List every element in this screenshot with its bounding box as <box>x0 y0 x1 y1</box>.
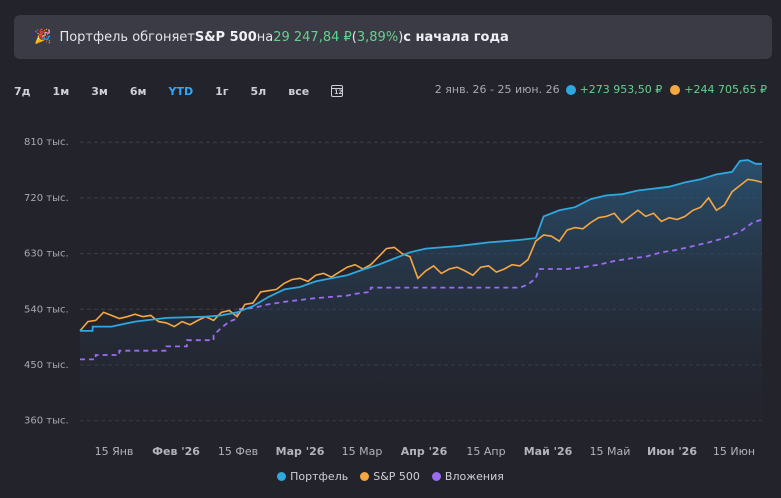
x-tick-label: Апр '26 <box>401 445 448 458</box>
x-tick-label: 15 Апр <box>466 445 505 458</box>
x-tick-label: Май '26 <box>524 445 573 458</box>
portfolio-dot-icon <box>565 84 576 95</box>
banner-amount: 29 247,84 ₽ <box>273 29 352 45</box>
y-tick-label: 720 тыс. <box>24 193 69 204</box>
series-line-portfolio <box>80 159 762 332</box>
legend-investments-label: Вложения <box>444 470 504 483</box>
banner-suffix: с начала года <box>403 29 509 45</box>
y-tick-label: 810 тыс. <box>24 137 69 148</box>
legend-sp500-dot-icon <box>360 472 370 481</box>
legend-investments[interactable]: Вложения <box>431 470 504 483</box>
period-ytd-button[interactable]: YTD <box>168 84 194 98</box>
legend-investments-dot-icon <box>431 472 441 481</box>
y-tick-label: 630 тыс. <box>24 249 69 260</box>
x-tick-label: 15 Май <box>590 445 631 458</box>
period-3m-button[interactable]: 3м <box>91 84 108 98</box>
date-range: 2 янв. 26 - 25 июн. 26 <box>434 83 560 96</box>
x-tick-label: 15 Янв <box>95 445 134 458</box>
y-tick-label: 360 тыс. <box>24 416 69 427</box>
banner-paren-close: ) <box>398 29 404 45</box>
x-tick-label: Июн '26 <box>647 445 697 458</box>
series-line-sp500 <box>79 178 763 332</box>
legend-portfolio-dot-icon <box>277 472 287 481</box>
sp500-dot-icon <box>670 84 681 95</box>
x-tick-label: Фев '26 <box>152 445 200 458</box>
period-all-button[interactable]: все <box>288 84 310 98</box>
x-tick-label: 15 Фев <box>218 445 258 458</box>
period-1m-button[interactable]: 1м <box>52 84 70 98</box>
portfolio-change: +273 953,50 ₽ <box>579 83 663 96</box>
y-tick-label: 540 тыс. <box>24 304 69 315</box>
period-selector: 7д 1м 3м 6м YTD 1г 5л все 12 <box>14 80 344 102</box>
portfolio-area <box>80 160 762 433</box>
x-tick-label: 15 Мар <box>342 445 383 458</box>
chart-legend: Портфель S&P 500 Вложения <box>0 470 781 483</box>
x-tick-label: Мар '26 <box>276 445 325 458</box>
banner-paren-open: ( <box>351 29 357 45</box>
period-1y-button[interactable]: 1г <box>215 84 229 98</box>
legend-sp500[interactable]: S&P 500 <box>360 470 420 483</box>
banner-prefix: Портфель обгоняет <box>59 29 195 45</box>
outperformance-banner: 🎉 Портфель обгоняет S&P 500 на 29 247,84… <box>14 15 772 59</box>
banner-middle: на <box>256 29 274 45</box>
period-6m-button[interactable]: 6м <box>129 84 147 98</box>
x-tick-label: 15 Июн <box>713 445 755 458</box>
sp500-change: +244 705,65 ₽ <box>684 83 767 96</box>
period-7d-button[interactable]: 7д <box>14 84 31 98</box>
period-5y-button[interactable]: 5л <box>250 84 267 98</box>
banner-percent: 3,89% <box>356 29 399 45</box>
party-popper-icon: 🎉 <box>34 29 52 45</box>
series-line-investments <box>80 218 763 361</box>
banner-benchmark: S&P 500 <box>194 29 257 45</box>
legend-portfolio[interactable]: Портфель <box>277 470 348 483</box>
calendar-icon-label: 12 <box>334 89 343 96</box>
period-summary: 2 янв. 26 - 25 июн. 26 +273 953,50 ₽ +24… <box>435 83 767 96</box>
legend-sp500-label: S&P 500 <box>373 470 420 483</box>
performance-chart[interactable]: 810 тыс. 720 тыс. 630 тыс. 540 тыс. 450 тыс.… <box>0 118 781 463</box>
legend-portfolio-label: Портфель <box>290 470 349 483</box>
y-tick-label: 450 тыс. <box>24 360 69 371</box>
calendar-icon[interactable]: 12 <box>331 85 344 97</box>
